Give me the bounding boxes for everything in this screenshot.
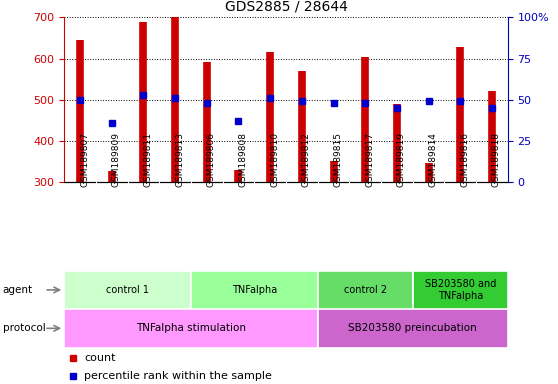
Text: GSM189808: GSM189808 [238,132,247,187]
Text: GSM189806: GSM189806 [207,132,216,187]
Text: GSM189807: GSM189807 [80,132,89,187]
Text: GSM189811: GSM189811 [143,132,152,187]
Bar [318,271,413,309]
Text: TNFalpha stimulation: TNFalpha stimulation [136,323,246,333]
Text: protocol: protocol [3,323,46,333]
Text: TNFalpha: TNFalpha [232,285,277,295]
Text: GSM189817: GSM189817 [365,132,374,187]
Text: agent: agent [3,285,33,295]
Text: GSM189816: GSM189816 [460,132,469,187]
Bar [64,271,191,309]
Text: control 1: control 1 [106,285,149,295]
Text: GSM189812: GSM189812 [302,132,311,187]
Bar [191,271,318,309]
Text: GSM189813: GSM189813 [175,132,184,187]
Text: SB203580 preincubation: SB203580 preincubation [348,323,477,333]
Bar [64,309,318,348]
Text: count: count [84,353,116,363]
Text: percentile rank within the sample: percentile rank within the sample [84,371,272,381]
Text: GDS2885 / 28644: GDS2885 / 28644 [224,0,348,13]
Text: SB203580 and
TNFalpha: SB203580 and TNFalpha [425,279,496,301]
Text: GSM189814: GSM189814 [429,132,437,187]
Bar [318,309,508,348]
Bar [413,271,508,309]
Text: GSM189818: GSM189818 [492,132,501,187]
Text: GSM189815: GSM189815 [334,132,343,187]
Text: GSM189819: GSM189819 [397,132,406,187]
Text: GSM189810: GSM189810 [270,132,279,187]
Text: GSM189809: GSM189809 [112,132,121,187]
Text: control 2: control 2 [344,285,387,295]
